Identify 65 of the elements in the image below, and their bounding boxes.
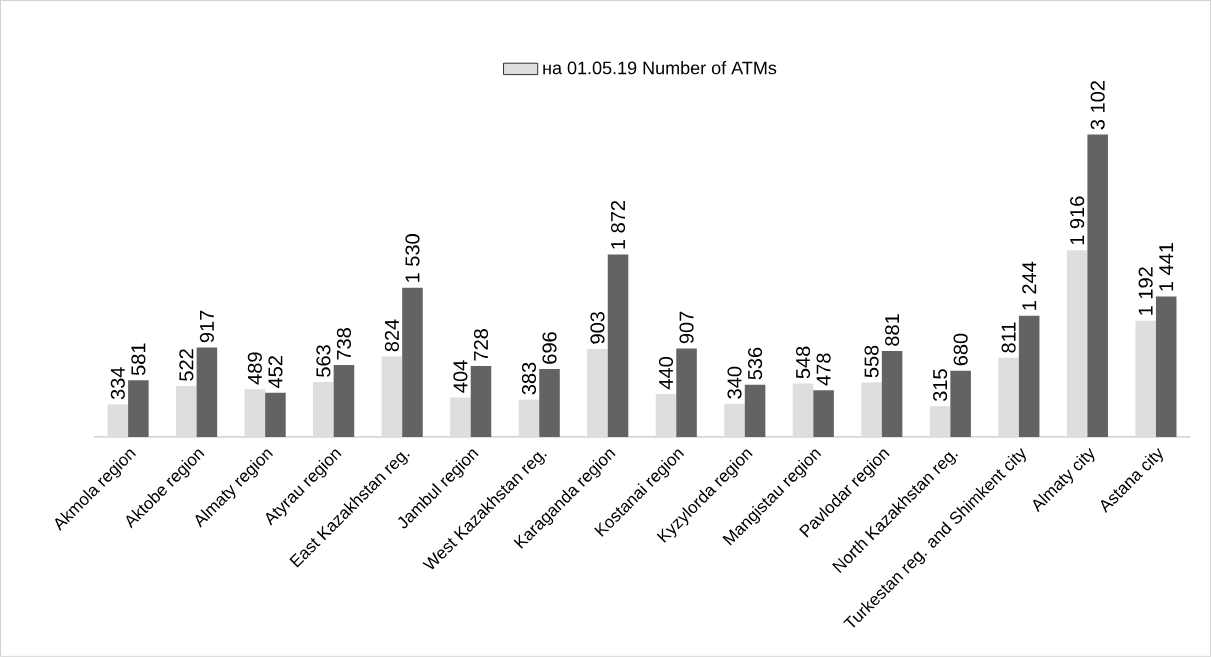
data-label: 1 192 <box>1138 267 1153 315</box>
data-label: 489 <box>247 352 262 385</box>
data-label: 548 <box>795 346 811 379</box>
data-label: 1 872 <box>610 201 626 249</box>
data-label: 881 <box>885 314 900 346</box>
bar <box>1018 315 1040 438</box>
bar <box>1135 320 1156 438</box>
bar <box>244 389 266 438</box>
data-label: 680 <box>953 333 968 366</box>
data-label: 558 <box>864 345 879 378</box>
bar <box>539 369 560 438</box>
bar <box>676 348 697 438</box>
bar <box>929 406 951 438</box>
data-label: 907 <box>679 311 694 344</box>
bar <box>724 403 745 438</box>
data-label: 811 <box>1001 322 1016 353</box>
bar <box>950 370 971 438</box>
bar <box>998 357 1019 438</box>
data-label: 340 <box>727 366 742 399</box>
data-label: 478 <box>816 353 831 386</box>
bar <box>128 380 149 438</box>
data-label: 581 <box>131 343 146 376</box>
bar <box>881 351 903 438</box>
data-label: 824 <box>384 319 399 352</box>
data-label: 1 530 <box>405 234 420 282</box>
data-label: 452 <box>268 356 283 389</box>
bar <box>861 382 882 438</box>
bar <box>196 347 218 438</box>
bar <box>176 386 197 438</box>
data-label: 903 <box>590 312 605 344</box>
bar <box>1087 134 1108 438</box>
bar <box>518 399 540 438</box>
data-label: 404 <box>453 360 468 393</box>
data-label: 440 <box>658 357 674 390</box>
bar <box>655 394 677 438</box>
bar <box>1066 250 1088 438</box>
bar <box>792 383 814 438</box>
data-label: 383 <box>521 362 537 395</box>
legend-label: на 01.05.19 Number of ATMs <box>543 61 777 75</box>
data-label: 563 <box>316 345 331 377</box>
bar <box>744 384 766 438</box>
data-label: 334 <box>110 367 125 400</box>
data-label: 3 102 <box>1090 81 1105 130</box>
data-label: 522 <box>179 349 194 381</box>
data-label: 696 <box>542 332 557 364</box>
data-label: 728 <box>473 329 489 361</box>
bar <box>402 287 423 438</box>
bar <box>381 356 403 438</box>
data-label: 1 441 <box>1159 243 1174 291</box>
bar <box>333 365 355 438</box>
bar <box>107 404 129 438</box>
bar <box>607 254 629 438</box>
data-label: 917 <box>199 310 214 343</box>
data-label: 738 <box>336 328 352 360</box>
bar <box>1155 296 1177 438</box>
bar <box>587 349 608 438</box>
data-label: 1 916 <box>1070 196 1085 245</box>
bar <box>450 397 471 438</box>
bar <box>470 366 492 438</box>
bar <box>265 392 286 438</box>
data-label: 315 <box>933 369 948 402</box>
bar <box>313 382 334 438</box>
data-label: 536 <box>748 347 763 380</box>
data-label: 1 244 <box>1022 261 1037 310</box>
bar <box>813 390 834 438</box>
